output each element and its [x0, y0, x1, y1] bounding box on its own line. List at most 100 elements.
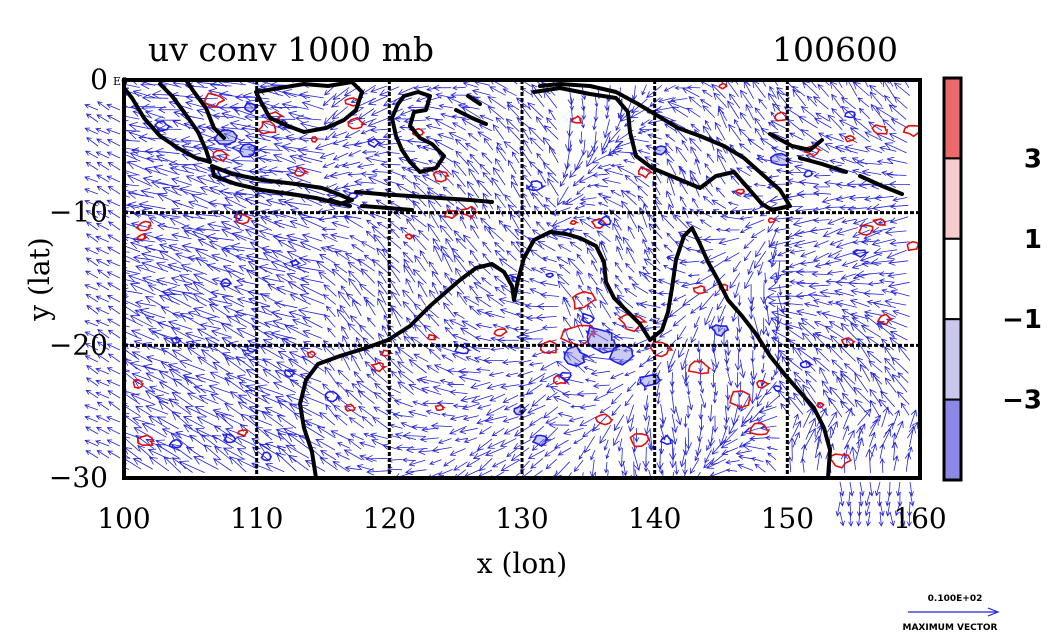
wind-vector [97, 329, 110, 339]
wind-vector [141, 260, 169, 272]
wind-vector [641, 84, 647, 96]
wind-vector [829, 386, 845, 405]
contour-loop [772, 384, 783, 393]
wind-vector [449, 448, 466, 456]
contour-loop [293, 166, 310, 177]
wind-vector [297, 153, 323, 163]
wind-vector [864, 501, 871, 517]
wind-vector [574, 317, 584, 339]
wind-vector [498, 297, 520, 305]
wind-vector [695, 439, 702, 457]
colorbar-segment [943, 157, 962, 240]
wind-vector [383, 314, 391, 328]
wind-vector [276, 445, 297, 463]
wind-vector [688, 395, 694, 411]
wind-vector [222, 244, 245, 253]
wind-vector [236, 328, 260, 340]
wind-vector [208, 186, 232, 195]
wind-vector [337, 397, 348, 406]
wind-vector [95, 222, 110, 231]
wind-vector [486, 383, 505, 390]
wind-vector [756, 154, 768, 163]
wind-vector [193, 384, 218, 394]
wind-vector [841, 218, 857, 224]
coast-moluccas [454, 94, 488, 126]
wind-vector [906, 501, 913, 517]
contour-loop [659, 434, 674, 446]
wind-vector [805, 417, 816, 440]
wind-vector [739, 359, 746, 379]
wind-vector [529, 249, 547, 262]
wind-vector [95, 259, 110, 267]
wind-vector [321, 226, 336, 232]
wind-vector [180, 263, 207, 275]
wind-vector [805, 378, 816, 393]
wind-vector [438, 103, 453, 109]
wind-vector [689, 137, 702, 152]
wind-vector [258, 263, 286, 273]
wind-vector [594, 96, 599, 108]
wind-vector [462, 234, 478, 252]
wind-vector [427, 199, 441, 219]
wind-vector [428, 261, 439, 275]
wind-vector [576, 253, 585, 264]
wind-vector [184, 405, 207, 417]
wind-vector [410, 336, 429, 350]
wind-vector [477, 469, 493, 478]
wind-vector [496, 146, 507, 162]
wind-vector [625, 190, 637, 198]
wind-vector [476, 417, 494, 425]
wind-vector [471, 88, 491, 96]
wind-vector [302, 329, 322, 339]
wind-vector [612, 222, 623, 241]
wind-vector [168, 398, 192, 416]
wind-vector [698, 405, 704, 420]
wind-vector [271, 133, 296, 142]
wind-vector [839, 400, 856, 416]
wind-vector [285, 133, 309, 142]
wind-vector [155, 439, 180, 452]
wind-vector [557, 244, 572, 253]
wind-vector [674, 406, 682, 426]
wind-vector [704, 119, 712, 131]
wind-vector [315, 261, 335, 275]
wind-vector [819, 366, 829, 384]
wind-vector [250, 307, 273, 316]
wind-vector [637, 185, 648, 197]
wind-vector [84, 188, 99, 195]
wind-vector [434, 119, 455, 131]
wind-vector [366, 317, 376, 327]
wind-vector [879, 443, 885, 460]
wind-vector [628, 275, 638, 285]
wind-vector [689, 169, 701, 187]
wind-vector [738, 454, 753, 460]
wind-vector [493, 275, 507, 286]
wind-vector [537, 168, 547, 184]
wind-vector [106, 199, 121, 207]
wind-vector [215, 412, 234, 428]
wind-vector [107, 282, 121, 291]
wind-vector [562, 162, 570, 179]
wind-vector [220, 220, 244, 232]
y-tick-label: 0 [90, 63, 108, 96]
wind-vector [408, 459, 426, 467]
wind-vector [455, 267, 466, 285]
wind-vector [802, 406, 814, 428]
wind-vector [730, 175, 740, 185]
wind-vector [814, 435, 822, 459]
wind-vector [299, 284, 324, 296]
wind-vector [827, 250, 842, 258]
wind-vector [435, 92, 455, 99]
wind-vector [835, 241, 856, 249]
wind-vector [124, 115, 140, 120]
wind-vector [485, 404, 506, 416]
wind-vector [85, 233, 99, 243]
wind-vector [453, 311, 465, 320]
wind-vector [212, 458, 232, 472]
wind-vector [712, 415, 719, 433]
wind-vector [496, 141, 506, 154]
wind-vector [124, 389, 141, 405]
wind-vector [543, 203, 556, 217]
wind-vector [178, 274, 205, 286]
